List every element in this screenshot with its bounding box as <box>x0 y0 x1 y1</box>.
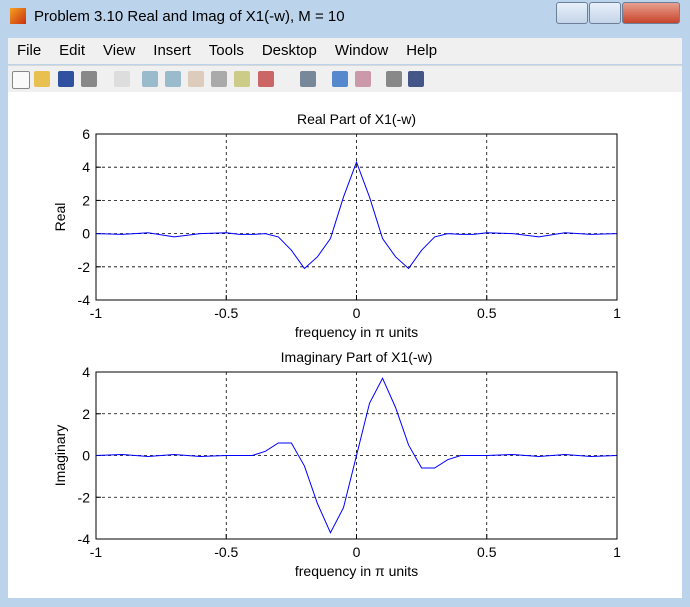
y-axis-label: Imaginary <box>52 425 68 486</box>
minimize-button[interactable] <box>556 2 588 24</box>
y-tick-label: 0 <box>82 448 90 464</box>
x-tick-label: -1 <box>90 305 103 321</box>
plots: -1 -0.5 0 0.5 1 -4 -2 0 2 4 6 Real Part of X1(-w) fr… <box>52 111 621 579</box>
y-tick-label: 2 <box>82 192 90 208</box>
y-axis-label: Real <box>52 203 68 232</box>
app-icon <box>10 8 26 24</box>
y-tick-label: 4 <box>82 159 90 175</box>
x-tick-label: 1 <box>613 305 621 321</box>
menu-item[interactable]: Desktop <box>261 42 317 59</box>
x-axis-label: frequency in π units <box>295 563 418 579</box>
line <box>95 160 618 270</box>
chart-title: Imaginary Part of X1(-w) <box>281 349 433 365</box>
print-icon[interactable] <box>81 71 97 87</box>
menu-bar: File Edit View Insert Tools Desktop Window Help <box>8 38 682 64</box>
menu-item[interactable]: Help <box>406 42 438 59</box>
y-tick-label: 6 <box>82 126 90 142</box>
menu-item[interactable]: Edit <box>59 42 86 59</box>
y-tick-label: -2 <box>78 489 91 505</box>
y-tick-label: -2 <box>78 259 91 275</box>
x-tick-label: 0 <box>353 305 361 321</box>
colorbar-icon[interactable] <box>332 71 348 87</box>
zoom-in-icon[interactable] <box>142 71 158 87</box>
pointer-icon[interactable] <box>114 71 130 87</box>
x-tick-label: 0.5 <box>477 544 497 560</box>
x-tick-label: -0.5 <box>214 544 238 560</box>
x-tick-label: 0 <box>353 544 361 560</box>
brush-icon[interactable] <box>258 71 274 87</box>
title-bar: Problem 3.10 Real and Imag of X1(-w), M … <box>0 0 690 34</box>
axes-box <box>95 133 618 301</box>
x-tick-label: 1 <box>613 544 621 560</box>
hide-tools-icon[interactable] <box>386 71 402 87</box>
legend-icon[interactable] <box>355 71 371 87</box>
show-tools-icon[interactable] <box>408 71 424 87</box>
new-icon[interactable] <box>12 71 30 89</box>
y-tick-label: -4 <box>78 531 91 547</box>
x-tick-label: -1 <box>90 544 103 560</box>
menu-item[interactable]: Insert <box>153 42 191 59</box>
x-tick-label: 0.5 <box>477 305 497 321</box>
y-tick-label: 2 <box>82 406 90 422</box>
y-tick-label: 4 <box>82 364 90 380</box>
datacursor-icon[interactable] <box>234 71 250 87</box>
x-axis-label: frequency in π units <box>295 324 418 340</box>
y-tick-label: 0 <box>82 226 90 242</box>
menu-item[interactable]: File <box>17 42 42 59</box>
y-tick-label: -4 <box>78 292 91 308</box>
toolbar <box>8 65 682 93</box>
menu-item[interactable]: Tools <box>208 42 244 59</box>
pan-icon[interactable] <box>188 71 204 87</box>
chart-title: Real Part of X1(-w) <box>297 111 416 127</box>
maximize-button[interactable] <box>589 2 621 24</box>
save-icon[interactable] <box>58 71 74 87</box>
open-icon[interactable] <box>34 71 50 87</box>
line <box>95 377 618 534</box>
close-button[interactable] <box>622 2 680 24</box>
link-icon[interactable] <box>300 71 316 87</box>
figure: -1 -0.5 0 0.5 1 -4 -2 0 2 4 6 Real Part of X1(-w) fr… <box>8 92 682 598</box>
window-title: Problem 3.10 Real and Imag of X1(-w), M … <box>34 8 345 25</box>
zoom-out-icon[interactable] <box>165 71 181 87</box>
axes-box <box>95 371 618 540</box>
x-tick-label: -0.5 <box>214 305 238 321</box>
menu-item[interactable]: View <box>103 42 136 59</box>
rotate-icon[interactable] <box>211 71 227 87</box>
menu-item[interactable]: Window <box>334 42 389 59</box>
